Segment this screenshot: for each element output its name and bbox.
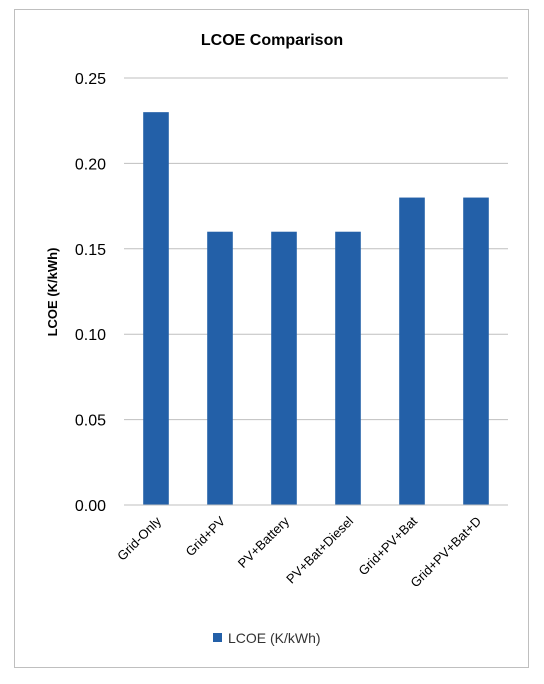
bars [143, 112, 489, 505]
bar-grid-only [143, 112, 169, 505]
y-tick-label: 0.10 [75, 327, 106, 344]
bar-grid-pv [207, 231, 233, 505]
legend-label: LCOE (K/kWh) [228, 630, 321, 646]
x-tick-label: PV+Bat+Diesel [283, 513, 356, 586]
y-tick-label: 0.00 [75, 498, 106, 515]
y-tick-label: 0.20 [75, 156, 106, 173]
chart-title: LCOE Comparison [201, 32, 343, 49]
x-tick-label: Grid+PV+Bat [355, 513, 420, 578]
bar-grid-pv-bat [399, 197, 425, 505]
legend-swatch [213, 633, 222, 642]
y-axis-label: LCOE (K/kWh) [45, 248, 60, 337]
x-tick-label: PV+Battery [235, 513, 293, 571]
bar-pv-battery [271, 231, 297, 505]
x-tick-label: Grid+PV [183, 513, 229, 559]
y-tick-labels: 0.00 0.05 0.10 0.15 0.20 0.25 [75, 71, 106, 515]
legend: LCOE (K/kWh) [213, 630, 321, 646]
y-tick-label: 0.05 [75, 413, 106, 430]
x-tick-label: Grid-Only [114, 513, 164, 563]
gridlines [124, 77, 508, 421]
y-tick-label: 0.25 [75, 71, 106, 88]
y-tick-label: 0.15 [75, 242, 106, 259]
bar-grid-pv-bat-d [463, 197, 489, 505]
bar-pv-bat-diesel [335, 231, 361, 505]
